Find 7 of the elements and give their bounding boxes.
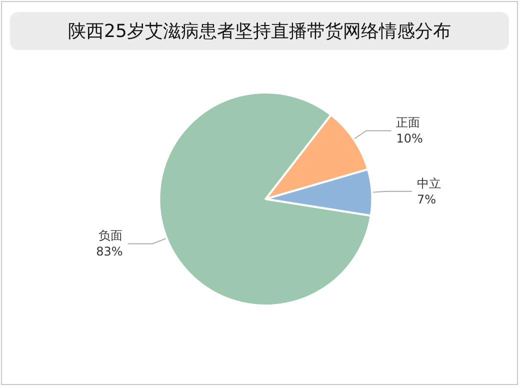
data-label: 83% (96, 244, 123, 259)
data-label: 7% (416, 192, 436, 206)
slice-label: 正面 (396, 116, 420, 130)
chart-title: 陕西25岁艾滋病患者坚持直播带货网络情感分布 (10, 12, 509, 50)
data-label: 10% (396, 132, 423, 146)
slice-label: 中立 (416, 176, 441, 190)
slice-label: 负面 (98, 228, 123, 243)
